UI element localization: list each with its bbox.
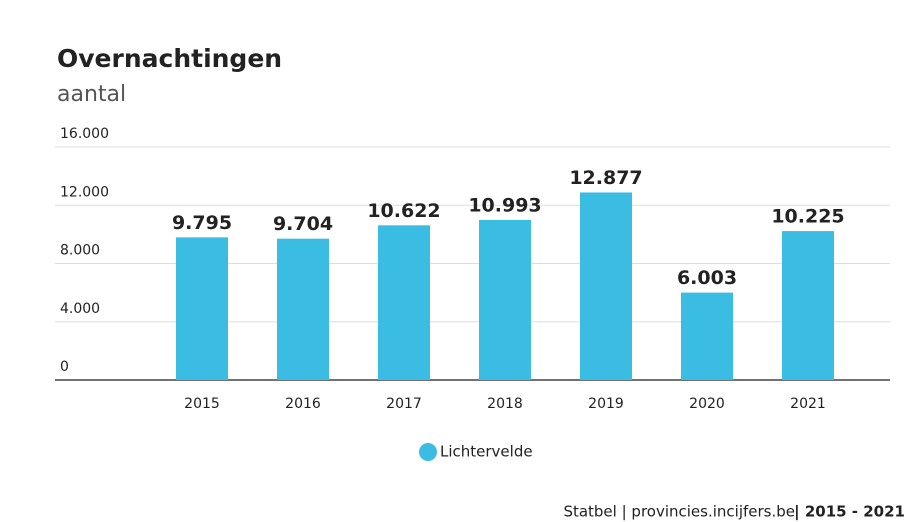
bar — [378, 225, 430, 380]
data-label: 12.877 — [569, 167, 642, 189]
x-tick-label: 2019 — [588, 396, 624, 412]
x-tick-label: 2015 — [184, 396, 220, 412]
x-tick-label: 2020 — [689, 396, 725, 412]
data-label: 9.795 — [172, 212, 232, 234]
data-label: 9.704 — [273, 213, 333, 235]
data-label: 6.003 — [677, 267, 737, 289]
x-tick-label: 2016 — [285, 396, 321, 412]
legend-label: Lichtervelde — [440, 443, 533, 461]
bar — [479, 219, 531, 380]
y-tick-label: 0 — [60, 359, 69, 375]
data-label: 10.993 — [468, 194, 541, 216]
x-tick-label: 2017 — [386, 396, 422, 412]
chart-title: Overnachtingen — [57, 44, 282, 73]
bar — [681, 292, 733, 380]
x-tick-label: 2018 — [487, 396, 523, 412]
source: Statbel | provincies.incijfers.be — [563, 503, 795, 521]
bar — [782, 231, 834, 380]
chart-subtitle: aantal — [57, 82, 126, 107]
bar — [580, 192, 632, 380]
source-period: | 2015 - 2021 — [794, 503, 905, 522]
y-tick-label: 16.000 — [60, 126, 109, 142]
legend-swatch — [419, 443, 437, 461]
bar — [277, 238, 329, 380]
y-tick-label: 12.000 — [60, 184, 109, 200]
bar — [176, 237, 228, 380]
y-tick-label: 4.000 — [60, 301, 100, 317]
y-tick-label: 8.000 — [60, 243, 100, 259]
data-label: 10.622 — [367, 200, 440, 222]
data-label: 10.225 — [771, 206, 844, 228]
x-tick-label: 2021 — [790, 396, 826, 412]
